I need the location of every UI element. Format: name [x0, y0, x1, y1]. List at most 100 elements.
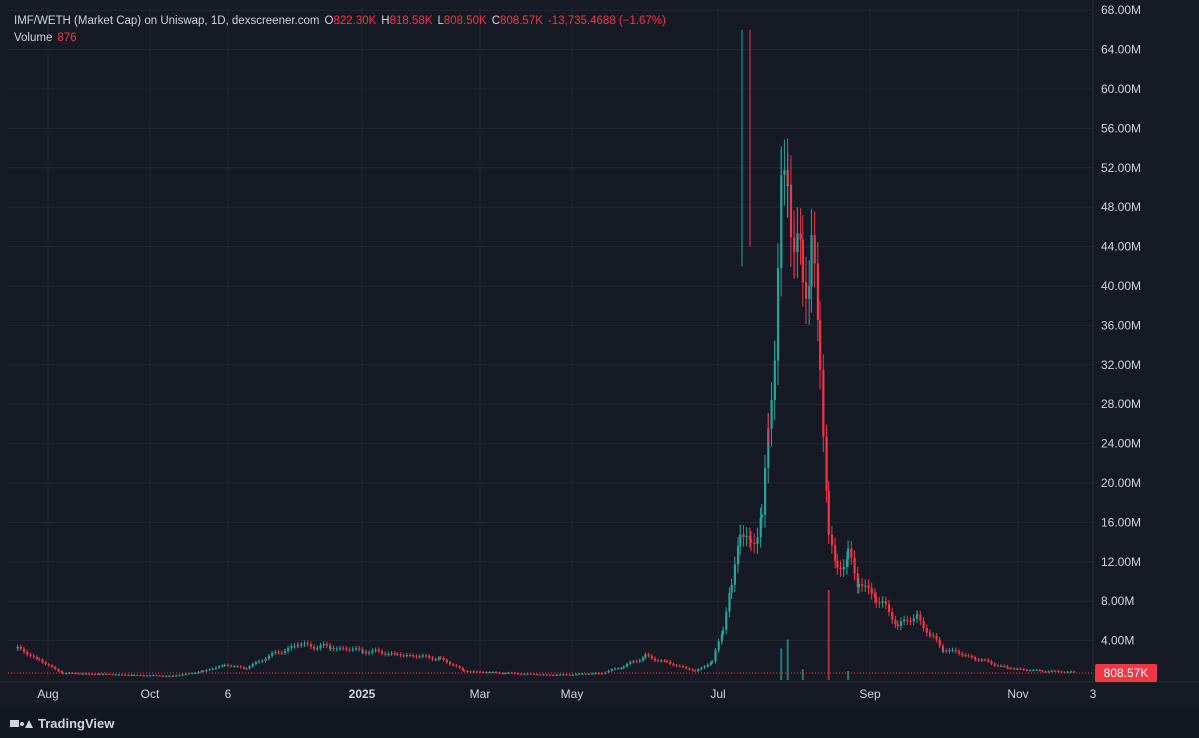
candle-body [87, 673, 90, 675]
candle-body [117, 674, 120, 676]
candle-body [47, 664, 50, 666]
candle-body [322, 644, 325, 646]
candle-body [23, 648, 26, 652]
candle-body [371, 650, 374, 653]
candle-body [218, 666, 221, 668]
candle-body [65, 673, 68, 675]
candle-body [184, 673, 187, 675]
x-tick-label: Oct [141, 687, 160, 701]
candle-body [834, 545, 837, 561]
candle-body [804, 282, 808, 299]
candle-body [974, 659, 977, 661]
candle-body [368, 652, 371, 654]
candle-body [466, 670, 469, 672]
candle-body [864, 585, 867, 587]
candle-body [498, 672, 501, 674]
candle-body [875, 597, 878, 603]
candle-body [552, 674, 555, 676]
candle-body [208, 669, 211, 671]
candle-body [796, 233, 799, 252]
candle-body [510, 672, 513, 674]
candle-body [345, 648, 348, 650]
candle-body [139, 675, 142, 677]
candle-body [342, 647, 345, 649]
candle-body [287, 648, 290, 652]
candle-body [660, 660, 663, 662]
candle-body [1047, 671, 1050, 673]
candle-body [437, 657, 441, 660]
price-chart[interactable]: 68.00M64.00M60.00M56.00M52.00M48.00M44.0… [0, 0, 1199, 708]
candle-body [575, 674, 578, 676]
candle-body [319, 645, 322, 648]
candle-body [756, 537, 759, 545]
candle-body [799, 233, 802, 240]
candle-body [725, 611, 728, 630]
candle-body [161, 675, 165, 677]
candle-body [130, 674, 133, 676]
candle-body [830, 534, 834, 546]
candle-body [74, 673, 77, 675]
candle-body [770, 400, 773, 429]
candle-body [801, 239, 804, 283]
candle-body [675, 665, 678, 667]
candle-body [114, 674, 117, 676]
candle-body [532, 673, 536, 675]
y-tick-label: 40.00M [1101, 279, 1141, 293]
x-tick-label: May [561, 687, 584, 701]
ohlc-row: IMF/WETH (Market Cap) on Uniswap, 1D, de… [14, 14, 666, 28]
chart-area[interactable]: 68.00M 64.00M 60.00M 56.00M 52.00M 48.00M 44.0… [0, 0, 1199, 708]
volume-bar [827, 590, 830, 680]
candle-body [168, 675, 171, 677]
candle-body [316, 647, 319, 649]
candle-body [171, 675, 175, 677]
candle-body [77, 673, 81, 675]
candle-body [181, 674, 184, 676]
candle-body [703, 666, 706, 668]
candle-body [277, 651, 280, 653]
candle-body [711, 661, 714, 663]
candle-body [942, 650, 945, 652]
candle-body [932, 635, 935, 637]
candle-body [591, 673, 594, 675]
candle-body [245, 668, 248, 670]
candle-body [520, 674, 523, 676]
candle-body [970, 655, 974, 658]
candle-body [197, 672, 200, 674]
candle-body [1038, 669, 1041, 671]
candle-body [271, 652, 274, 656]
candle-body [999, 665, 1003, 667]
candle-body [780, 175, 783, 179]
candle-body [97, 673, 100, 675]
candle-body [523, 673, 526, 675]
candle-body [996, 665, 999, 667]
candle-body [733, 564, 737, 585]
candle-body [958, 651, 961, 654]
candle-body [1041, 670, 1044, 672]
candle-body [993, 663, 996, 666]
volume-label: Volume [14, 32, 53, 44]
tradingview-logo[interactable]: TradingView [10, 716, 114, 731]
candle-body [251, 663, 254, 667]
candle-body [19, 646, 23, 649]
candle-body [697, 669, 700, 672]
candle-body [653, 658, 657, 661]
candle-body [415, 656, 418, 658]
candle-body [297, 645, 300, 647]
candle-body [638, 660, 641, 662]
candle-body [434, 659, 437, 661]
candle-body [16, 646, 19, 649]
candle-body [1013, 668, 1016, 670]
candle-body [377, 649, 380, 652]
volume-row: Volume 876 [14, 31, 666, 45]
candle-body [145, 675, 149, 677]
candle-body [706, 664, 709, 667]
candle-body [248, 666, 251, 669]
candle-body [773, 360, 776, 362]
y-tick-label: 48.00M [1101, 200, 1141, 214]
candle-body [1050, 670, 1054, 672]
candle-body [990, 661, 993, 664]
candle-body [390, 653, 393, 655]
candle-body [850, 548, 853, 558]
candle-body [545, 674, 548, 676]
candle-body [899, 621, 903, 627]
